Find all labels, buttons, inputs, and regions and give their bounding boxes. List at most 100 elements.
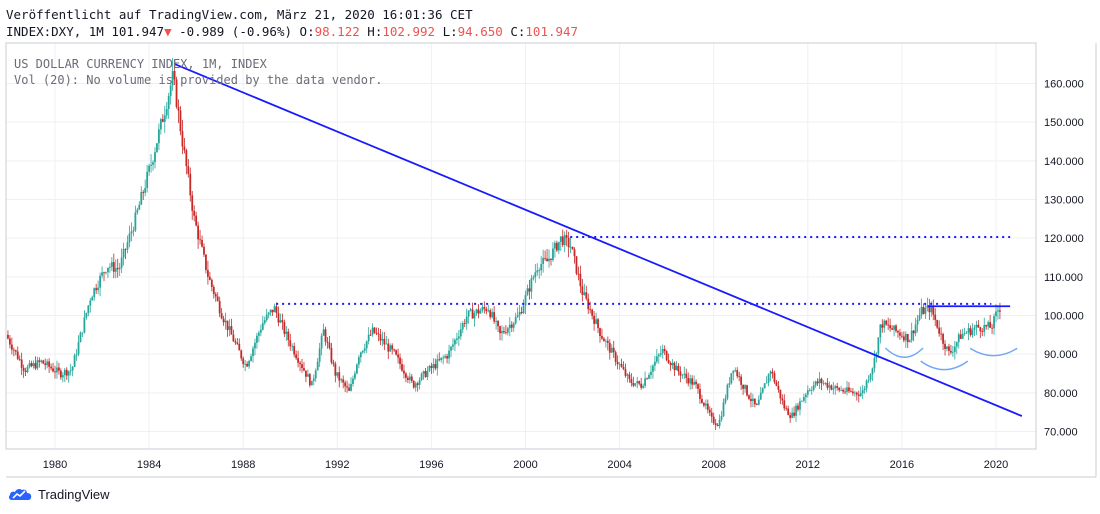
candle-body	[250, 356, 252, 361]
candle-body	[436, 359, 439, 369]
candle-body	[683, 373, 686, 375]
candle-body	[44, 363, 47, 366]
candle-body	[310, 380, 313, 386]
close-value: 101.947	[525, 24, 579, 39]
candle-body	[895, 325, 897, 332]
candle-body	[118, 267, 121, 270]
candle-body	[850, 391, 852, 392]
candle-body	[185, 150, 188, 167]
candle-body	[383, 338, 386, 345]
candle-body	[193, 210, 196, 216]
candle-body	[467, 310, 470, 317]
candle-body	[989, 322, 992, 328]
candle-body	[406, 377, 409, 380]
candle-body	[165, 109, 168, 116]
open-value: 98.122	[314, 24, 360, 39]
x-tick-label: 2020	[984, 459, 1008, 471]
candle-body	[42, 360, 45, 364]
high-label: H:	[367, 24, 383, 39]
candle-body	[365, 341, 368, 349]
candle-body	[530, 278, 533, 292]
candle-body	[928, 305, 931, 313]
candle-body	[755, 404, 758, 405]
candle-body	[452, 344, 454, 347]
candle-body	[369, 334, 372, 336]
candle-body	[993, 316, 995, 329]
candle-body	[865, 380, 868, 389]
candle-body	[461, 323, 464, 330]
candle-body	[152, 162, 154, 165]
candle-body	[704, 403, 707, 406]
candle-body	[795, 405, 797, 416]
candle-body	[785, 408, 788, 410]
candle-body	[532, 277, 535, 279]
candle-body	[585, 292, 588, 299]
y-tick-label: 80.000	[1044, 388, 1078, 400]
y-tick-label: 70.000	[1044, 427, 1078, 439]
candle-body	[569, 246, 572, 248]
candle-body	[56, 367, 58, 373]
candle-body	[289, 340, 292, 347]
candle-body	[246, 363, 249, 367]
candle-body	[677, 365, 680, 372]
candle-body	[159, 119, 162, 130]
time-axis[interactable]: 1980 1984 1988 1992 1996 2000 2004 2008 2012 2016…	[43, 459, 1008, 471]
candle-body	[485, 308, 488, 312]
candle-body	[75, 354, 78, 356]
candle-body	[861, 390, 864, 394]
candle-body	[699, 388, 701, 399]
candle-body	[810, 389, 813, 391]
candle-body	[538, 270, 541, 271]
candle-body	[356, 364, 358, 374]
candle-body	[91, 297, 94, 301]
candle-body	[495, 320, 497, 322]
candle-body	[410, 376, 413, 381]
candle-body	[881, 324, 884, 328]
candle-body	[442, 357, 445, 359]
candle-body	[95, 288, 98, 291]
candle-body	[469, 309, 472, 311]
candle-body	[908, 340, 911, 343]
price-axis[interactable]: 70.000 80.000 90.000 100.000 110.000 120.000 1…	[1044, 79, 1084, 439]
candle-body	[465, 316, 468, 324]
candle-body	[120, 257, 123, 268]
candle-body	[146, 171, 149, 188]
candle-body	[673, 362, 676, 371]
candle-body	[389, 345, 392, 352]
candle-body	[163, 115, 166, 122]
candle-body	[824, 382, 827, 384]
candle-body	[459, 329, 462, 337]
candle-body	[977, 324, 980, 328]
candle-body	[697, 384, 699, 389]
candle-body	[87, 305, 90, 314]
candle-body	[695, 381, 697, 385]
candle-body	[940, 333, 943, 335]
cup-arc	[920, 360, 969, 371]
candle-body	[926, 305, 929, 308]
candle-body	[320, 335, 323, 349]
candle-body	[271, 309, 274, 313]
candle-body	[432, 364, 435, 368]
candle-body	[377, 333, 380, 335]
candle-body	[967, 328, 970, 333]
candle-body	[534, 272, 537, 278]
candle-body	[463, 323, 466, 324]
candle-body	[297, 358, 299, 363]
candle-body	[124, 248, 127, 250]
candle-body	[918, 315, 921, 320]
candle-body	[71, 366, 74, 371]
candle-body	[391, 345, 394, 350]
candle-body	[234, 341, 237, 343]
candle-body	[401, 364, 403, 371]
candle-body	[67, 371, 70, 376]
candle-body	[324, 329, 327, 342]
candle-body	[416, 383, 419, 385]
candle-body	[61, 375, 64, 378]
candle-body	[395, 350, 398, 355]
candle-body	[471, 309, 474, 319]
candle-body	[46, 361, 49, 366]
tradingview-brand[interactable]: TradingView	[8, 486, 110, 502]
y-tick-label: 130.000	[1044, 195, 1084, 207]
candle-body	[632, 383, 635, 386]
